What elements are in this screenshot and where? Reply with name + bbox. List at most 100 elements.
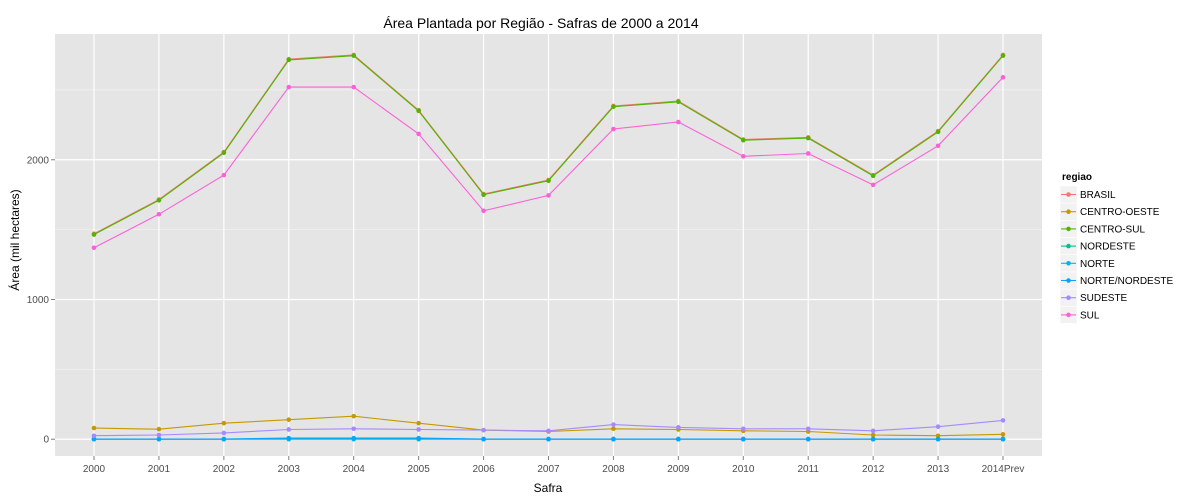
data-point bbox=[935, 143, 941, 149]
x-tick-label: 2011 bbox=[797, 464, 819, 475]
x-axis-title: Safra bbox=[534, 481, 563, 495]
data-point bbox=[351, 426, 357, 432]
legend-title: regiao bbox=[1062, 172, 1092, 183]
chart-title: Área Plantada por Região - Safras de 200… bbox=[383, 15, 698, 31]
data-point bbox=[1000, 53, 1006, 58]
legend-item: CENTRO-OESTE bbox=[1059, 202, 1160, 221]
x-tick-label: 2005 bbox=[408, 464, 431, 475]
legend-item: SUL bbox=[1059, 306, 1100, 324]
data-point bbox=[676, 436, 681, 442]
y-axis-title: Área (mil hectares) bbox=[7, 189, 22, 290]
series-sul bbox=[91, 75, 1006, 251]
data-point bbox=[481, 427, 486, 433]
data-point bbox=[805, 436, 811, 442]
data-point bbox=[351, 84, 357, 90]
series-sudeste bbox=[91, 418, 1006, 439]
legend-key-point bbox=[1066, 226, 1071, 232]
legend-key-point bbox=[1066, 312, 1071, 318]
data-point bbox=[156, 211, 162, 217]
data-point bbox=[611, 426, 616, 432]
data-point bbox=[481, 192, 486, 197]
data-point bbox=[740, 426, 746, 432]
legend-key-point bbox=[1066, 295, 1071, 301]
x-tick-label: 2004 bbox=[343, 464, 366, 475]
series-centro-sul bbox=[91, 53, 1006, 237]
data-point bbox=[416, 427, 421, 432]
legend-key-point bbox=[1066, 209, 1071, 214]
legend-label: NORTE/NORDESTE bbox=[1080, 276, 1173, 287]
data-point bbox=[91, 436, 97, 442]
data-point bbox=[870, 182, 876, 188]
data-point bbox=[740, 436, 746, 442]
data-point bbox=[805, 151, 811, 156]
data-point bbox=[351, 413, 357, 419]
legend-key-point bbox=[1066, 278, 1071, 283]
x-tick-label: 2003 bbox=[278, 464, 301, 475]
data-point bbox=[351, 435, 357, 441]
x-tick-label: 2006 bbox=[472, 464, 495, 475]
data-point bbox=[935, 436, 941, 442]
data-point bbox=[611, 104, 616, 109]
x-tick-label: 2001 bbox=[148, 464, 171, 475]
data-point bbox=[481, 208, 486, 214]
legend-item: NORTE/NORDESTE bbox=[1059, 271, 1173, 290]
x-tick-label: 2000 bbox=[83, 464, 106, 475]
data-point bbox=[416, 131, 421, 137]
data-point bbox=[1000, 75, 1006, 80]
data-point bbox=[221, 420, 227, 426]
x-tick-label: 2014Prev bbox=[982, 464, 1025, 475]
data-point bbox=[286, 84, 292, 90]
data-point bbox=[286, 417, 292, 422]
series-layer bbox=[91, 52, 1006, 442]
data-point bbox=[805, 426, 811, 432]
legend-item: SUDESTE bbox=[1059, 288, 1128, 307]
legend-key-point bbox=[1066, 192, 1071, 197]
y-tick-label: 1000 bbox=[27, 295, 50, 306]
x-axis: 2000 2001 2002 2003 2004 2005 2006 2007 2008 2009… bbox=[83, 456, 1025, 475]
legend-item: NORDESTE bbox=[1059, 237, 1136, 255]
data-point bbox=[1000, 432, 1006, 437]
data-point bbox=[611, 422, 616, 427]
data-point bbox=[676, 99, 681, 105]
legend: regiao BRASIL CENTRO-OESTE CENTRO-SUL NORDE… bbox=[1059, 172, 1173, 324]
data-point bbox=[611, 126, 616, 132]
y-tick-label: 2000 bbox=[27, 155, 50, 166]
data-point bbox=[221, 436, 227, 442]
data-point bbox=[546, 436, 551, 442]
data-point bbox=[351, 53, 357, 58]
x-tick-label: 2010 bbox=[732, 464, 755, 475]
data-point bbox=[416, 420, 421, 426]
data-point bbox=[156, 436, 162, 442]
data-point bbox=[740, 137, 746, 143]
x-tick-label: 2002 bbox=[213, 464, 236, 475]
x-tick-label: 2009 bbox=[667, 464, 690, 475]
legend-item: NORTE bbox=[1059, 254, 1115, 273]
data-point bbox=[481, 436, 486, 442]
data-point bbox=[416, 435, 421, 441]
data-point bbox=[156, 432, 162, 438]
data-point bbox=[286, 57, 292, 63]
x-tick-label: 2008 bbox=[602, 464, 625, 475]
data-point bbox=[740, 153, 746, 159]
y-tick-label: 0 bbox=[43, 435, 49, 446]
data-point bbox=[286, 435, 292, 441]
data-point bbox=[286, 427, 292, 432]
data-point bbox=[870, 428, 876, 434]
data-point bbox=[870, 173, 876, 179]
data-point bbox=[91, 245, 97, 251]
data-point bbox=[1000, 418, 1006, 423]
legend-key-point bbox=[1066, 261, 1071, 266]
data-point bbox=[156, 426, 162, 432]
data-point bbox=[546, 178, 551, 184]
data-point bbox=[416, 108, 421, 114]
data-point bbox=[156, 197, 162, 203]
data-point bbox=[935, 424, 941, 429]
data-point bbox=[221, 430, 227, 436]
legend-label: SUL bbox=[1080, 310, 1100, 321]
y-axis: 0 1000 2000 bbox=[27, 155, 55, 446]
legend-item: BRASIL bbox=[1059, 185, 1116, 204]
x-tick-label: 2007 bbox=[537, 464, 560, 475]
data-point bbox=[91, 232, 97, 237]
data-point bbox=[546, 193, 551, 198]
